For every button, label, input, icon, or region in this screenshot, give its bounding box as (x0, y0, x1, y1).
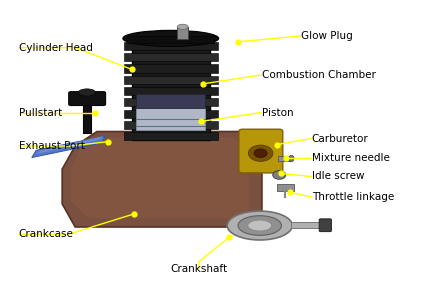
Ellipse shape (248, 220, 272, 231)
Ellipse shape (123, 30, 218, 46)
Circle shape (249, 145, 273, 161)
FancyBboxPatch shape (239, 129, 283, 173)
Bar (124, 121, 218, 129)
Bar (177, 27, 188, 39)
Text: Piston: Piston (262, 108, 294, 118)
Bar (124, 76, 218, 84)
Text: Crankshaft: Crankshaft (170, 264, 228, 274)
Bar (291, 222, 322, 228)
Bar (132, 42, 210, 140)
Bar (124, 65, 218, 72)
Bar (124, 98, 218, 106)
FancyBboxPatch shape (319, 219, 331, 232)
Text: Carburetor: Carburetor (312, 134, 368, 144)
Bar (124, 42, 218, 50)
Bar (124, 110, 218, 118)
Text: Glow Plug: Glow Plug (301, 31, 353, 41)
Bar (124, 132, 218, 140)
Polygon shape (36, 136, 104, 154)
FancyBboxPatch shape (69, 92, 106, 105)
Text: Exhaust Port: Exhaust Port (19, 141, 85, 151)
Text: Idle screw: Idle screw (312, 171, 364, 181)
Text: Cylinder Head: Cylinder Head (19, 43, 93, 53)
Ellipse shape (227, 211, 292, 240)
Polygon shape (71, 137, 249, 218)
Bar (136, 108, 205, 130)
Bar (277, 185, 294, 191)
Ellipse shape (78, 89, 96, 96)
Polygon shape (32, 136, 106, 158)
Bar (83, 100, 91, 133)
Ellipse shape (177, 24, 188, 29)
Bar (278, 156, 291, 161)
Text: Crankcase: Crankcase (19, 229, 73, 239)
Text: Mixture needle: Mixture needle (312, 152, 390, 163)
Ellipse shape (238, 216, 281, 235)
Polygon shape (62, 131, 262, 227)
Ellipse shape (289, 155, 294, 161)
Text: Combustion Chamber: Combustion Chamber (262, 70, 376, 80)
Bar (136, 94, 205, 108)
Circle shape (273, 171, 286, 179)
Bar (124, 87, 218, 95)
Bar (127, 36, 214, 43)
Bar (124, 53, 218, 61)
Text: Pullstart: Pullstart (19, 108, 62, 118)
Text: Throttle linkage: Throttle linkage (312, 192, 394, 201)
Circle shape (254, 149, 267, 158)
